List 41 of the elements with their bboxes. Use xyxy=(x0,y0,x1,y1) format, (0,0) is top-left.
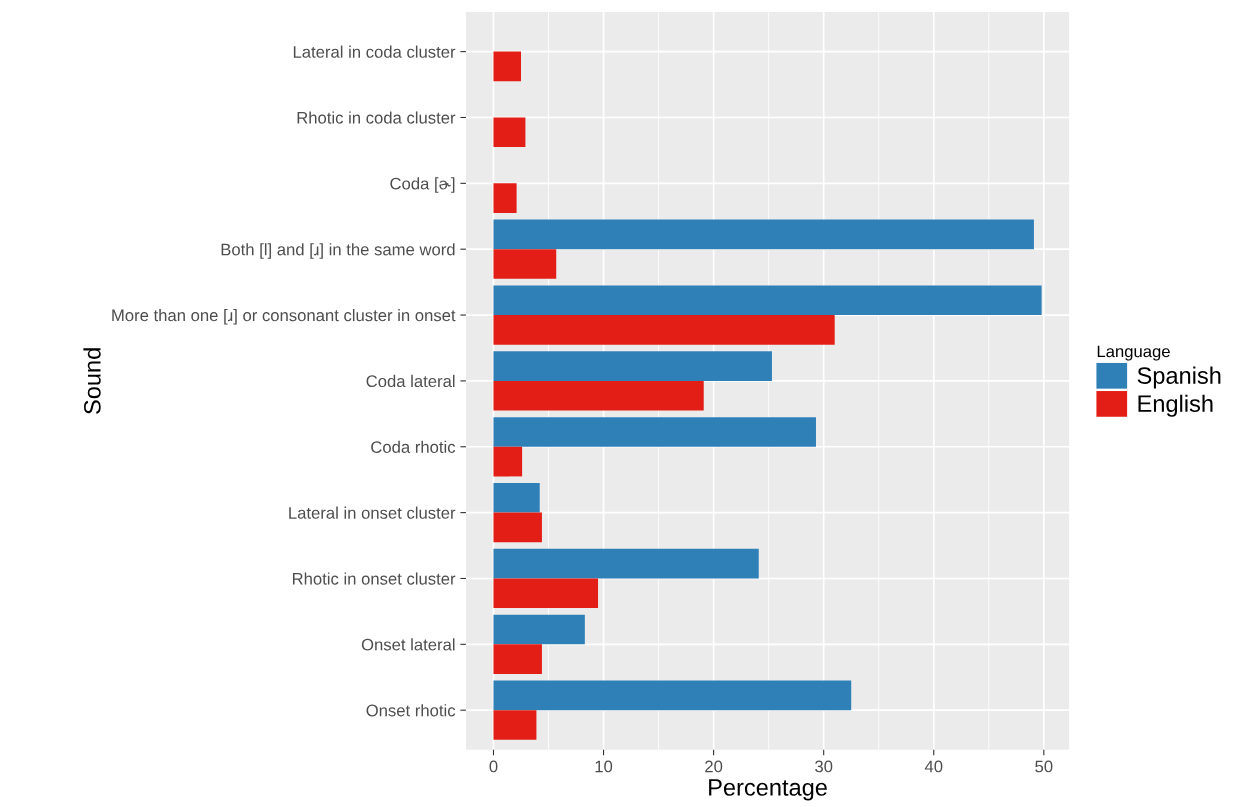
y-tick-label: Rhotic in coda cluster xyxy=(297,111,456,124)
y-tick-label: Lateral in onset cluster xyxy=(289,506,456,519)
y-tick-label: Coda [ɚ] xyxy=(390,177,455,193)
y-tick-label: Coda lateral xyxy=(366,374,455,388)
x-axis-title: Percentage xyxy=(709,779,827,801)
bar xyxy=(493,219,1034,250)
bar xyxy=(493,380,704,411)
y-tick-label: Coda rhotic xyxy=(371,440,456,453)
y-tick-label: Both [l] and [ɹ] in the same word xyxy=(221,243,455,259)
bar xyxy=(493,482,540,513)
bar xyxy=(493,315,835,345)
x-tick-label: 10 xyxy=(595,760,613,773)
x-tick-label: 0 xyxy=(489,760,498,773)
x-tick-label: 40 xyxy=(924,760,943,773)
y-tick-label: Lateral in coda cluster xyxy=(293,45,456,58)
bar xyxy=(493,417,816,447)
bar xyxy=(493,51,522,82)
y-axis-title: Sound xyxy=(83,348,101,414)
bar xyxy=(493,548,759,579)
bar xyxy=(493,578,599,609)
x-tick-label: 50 xyxy=(1035,760,1053,773)
legend-label: Spanish xyxy=(1137,366,1221,389)
bar xyxy=(493,644,542,674)
bar xyxy=(493,614,585,645)
bar xyxy=(493,351,772,381)
bar xyxy=(493,680,852,711)
bar xyxy=(493,183,517,213)
y-tick-label: Onset lateral xyxy=(361,638,455,651)
legend-label: English xyxy=(1138,394,1213,417)
bar xyxy=(493,285,1042,316)
x-tick-label: 20 xyxy=(705,760,723,773)
bar xyxy=(493,249,557,279)
y-tick-label: More than one [ɹ] or consonant cluster in onset xyxy=(112,309,456,325)
legend-title: Language xyxy=(1097,345,1170,361)
bar xyxy=(493,710,537,740)
bar xyxy=(493,117,526,148)
bar xyxy=(493,512,542,543)
y-tick-label: Onset rhotic xyxy=(366,704,456,717)
bar xyxy=(493,446,523,477)
y-tick-label: Rhotic in onset cluster xyxy=(292,572,456,585)
x-tick-label: 30 xyxy=(815,760,833,773)
